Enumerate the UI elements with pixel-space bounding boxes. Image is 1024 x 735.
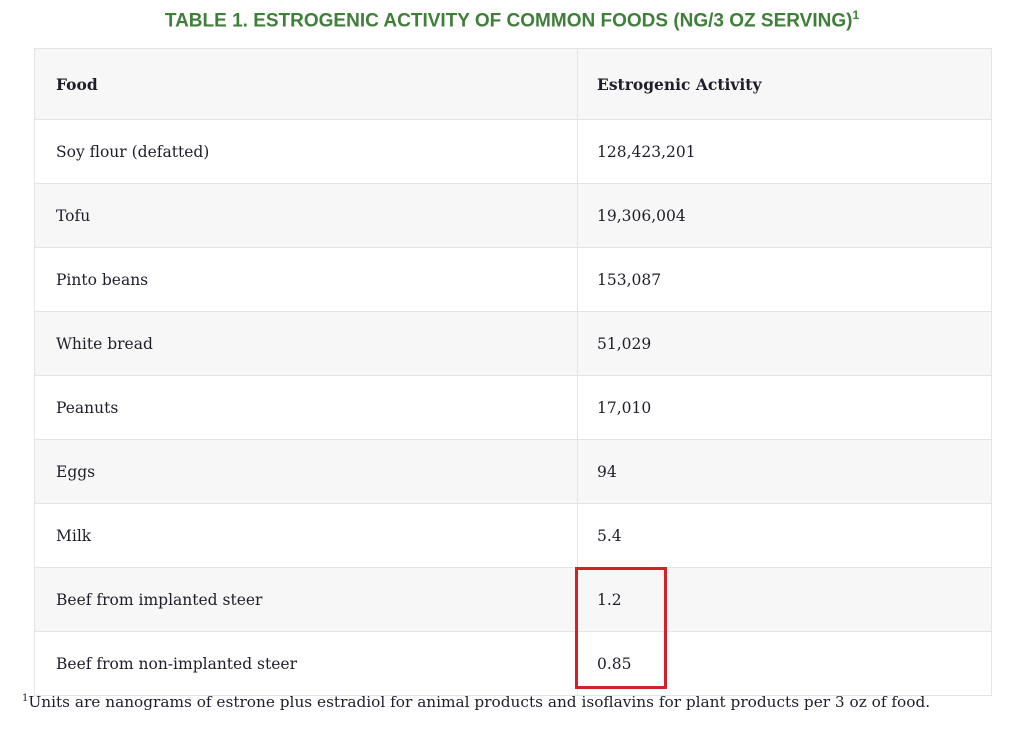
table-cell: Soy flour (defatted) <box>35 120 578 183</box>
table-cell: 51,029 <box>597 334 652 353</box>
footnote-text: Units are nanograms of estrone plus estr… <box>28 693 931 712</box>
table-row: Peanuts 17,010 <box>35 375 991 439</box>
table-cell: 0.85 <box>597 654 632 673</box>
table-row: Tofu 19,306,004 <box>35 183 991 247</box>
header-row: Food Estrogenic Activity <box>35 49 991 119</box>
table-row: Pinto beans 153,087 <box>35 247 991 311</box>
table-cell: Tofu <box>35 184 578 247</box>
title-footnote-marker: 1 <box>852 8 860 22</box>
header-cell: Estrogenic Activity <box>597 74 762 94</box>
title-text: TABLE 1. ESTROGENIC ACTIVITY OF COMMON F… <box>164 10 853 32</box>
footnote: 1Units are nanograms of estrone plus est… <box>22 693 930 711</box>
table-cell: 17,010 <box>597 398 652 417</box>
table-cell: Peanuts <box>35 376 578 439</box>
table-row: Eggs 94 <box>35 439 991 503</box>
table-cell: 128,423,201 <box>597 142 696 161</box>
highlight-box <box>575 567 667 689</box>
data-table: Food Estrogenic Activity Soy flour (defatt… <box>34 48 992 696</box>
table-cell: Milk <box>35 504 578 567</box>
table-cell: 1.2 <box>597 590 622 609</box>
table-cell: 5.4 <box>597 526 622 545</box>
table-row: Beef from implanted steer 1.2 <box>35 567 991 631</box>
table-cell: 19,306,004 <box>597 206 686 225</box>
table-cell: Pinto beans <box>35 248 578 311</box>
table-cell: White bread <box>35 312 578 375</box>
table-row: Milk 5.4 <box>35 503 991 567</box>
footnote-marker: 1 <box>22 693 29 704</box>
table-row: Beef from non-implanted steer 0.85 <box>35 631 991 695</box>
table-row: White bread 51,029 <box>35 311 991 375</box>
table-cell: 153,087 <box>597 270 662 289</box>
table-cell: 94 <box>597 462 617 481</box>
table-title: TABLE 1. ESTROGENIC ACTIVITY OF COMMON F… <box>0 8 1024 32</box>
table-row: Soy flour (defatted) 128,423,201 <box>35 119 991 183</box>
table-cell: Eggs <box>35 440 578 503</box>
table-cell: Beef from implanted steer <box>35 568 578 631</box>
header-cell: Food <box>35 49 578 119</box>
table-cell: Beef from non-implanted steer <box>35 632 578 695</box>
